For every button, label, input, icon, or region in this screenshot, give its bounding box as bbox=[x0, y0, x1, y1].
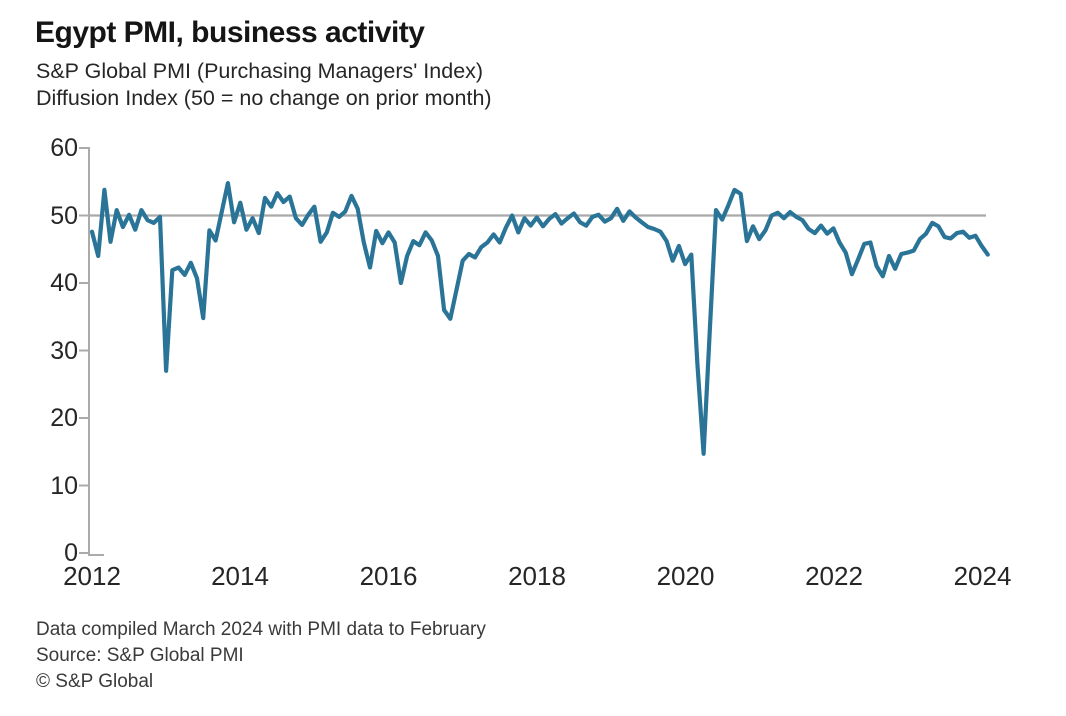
pmi-line bbox=[89, 181, 990, 456]
y-tick-30: 30 bbox=[50, 336, 78, 365]
x-tick-2016: 2016 bbox=[359, 561, 418, 591]
footnote-compiled: Data compiled March 2024 with PMI data t… bbox=[36, 619, 486, 640]
y-tick-0: 0 bbox=[64, 539, 78, 567]
x-tick-2014: 2014 bbox=[211, 561, 269, 591]
x-tick-2018: 2018 bbox=[508, 561, 566, 591]
y-tick-20: 20 bbox=[50, 404, 78, 432]
x-tick-2020: 2020 bbox=[656, 561, 715, 591]
chart-title: Egypt PMI, business activity bbox=[35, 16, 425, 49]
x-tick-2012: 2012 bbox=[63, 561, 121, 591]
y-tick-40: 40 bbox=[50, 269, 78, 297]
x-tick-2024: 2024 bbox=[953, 561, 1012, 591]
y-axis-ticks bbox=[79, 147, 89, 554]
chart-subtitle-line2: Diffusion Index (50 = no change on prior… bbox=[36, 86, 492, 110]
footnote-copyright: © S&P Global bbox=[36, 671, 154, 692]
footnote-source: Source: S&P Global PMI bbox=[36, 645, 244, 666]
y-tick-10: 10 bbox=[50, 471, 78, 500]
x-tick-2022: 2022 bbox=[805, 561, 863, 591]
y-tick-50: 50 bbox=[50, 201, 78, 230]
y-tick-60: 60 bbox=[50, 134, 78, 162]
chart-subtitle-line1: S&P Global PMI (Purchasing Managers' Ind… bbox=[36, 59, 484, 83]
